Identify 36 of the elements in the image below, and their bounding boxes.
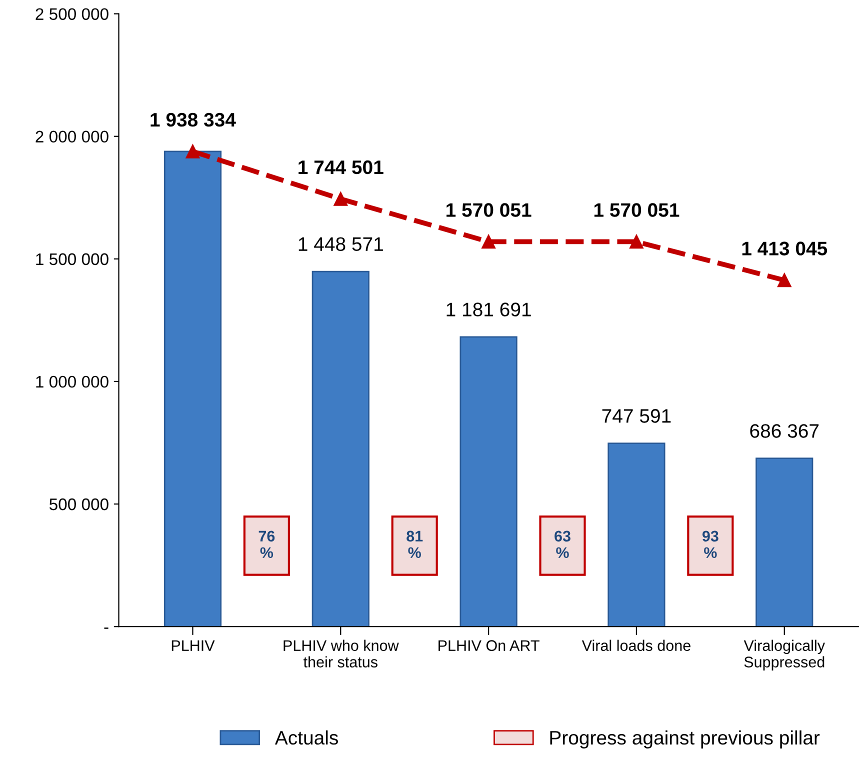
data-label: 1 570 051 — [446, 203, 532, 217]
bar — [164, 150, 222, 627]
legend-label: Actuals — [274, 730, 338, 745]
annotation: 76 % — [258, 530, 275, 558]
y-tick-label: 2 000 000 — [36, 130, 108, 143]
data-label: 1 744 501 — [298, 160, 384, 174]
point — [630, 234, 644, 249]
x-tick-label: Viralogically Suppressed — [744, 640, 825, 670]
text: Progress against previous pillar — [550, 730, 820, 748]
y-tick-label: 2 500 000 — [36, 8, 108, 20]
bar — [460, 336, 518, 627]
annotation: 63 % — [554, 530, 570, 558]
data-label: 1 413 045 — [742, 242, 828, 256]
y-tick-label: 1 500 000 — [36, 253, 108, 266]
data-label: 686 367 — [750, 424, 819, 438]
x-tick-label: PLHIV who know their status — [284, 640, 399, 668]
bar — [608, 442, 666, 627]
x-tick-label: PLHIV On ART — [438, 640, 540, 652]
bar — [756, 458, 814, 627]
data-label: 1 448 571 — [298, 237, 383, 252]
y-tick-label: 1 000 000 — [36, 376, 108, 388]
point — [777, 273, 792, 288]
point — [334, 192, 348, 206]
data-label: 1 570 051 — [594, 203, 680, 217]
point — [186, 144, 200, 158]
y-tick-label: - — [104, 628, 108, 629]
y-tick-label: 500 000 — [49, 498, 108, 510]
annotation: 81 % — [406, 530, 423, 558]
x-tick-label: Viral loads done — [582, 640, 690, 652]
data-label: 1 181 691 — [446, 302, 531, 316]
annotation: 93 % — [702, 530, 718, 558]
data-label: 1 938 334 — [150, 112, 236, 127]
data-label: 747 591 — [602, 409, 671, 423]
bar — [312, 270, 370, 627]
x-tick-label: PLHIV — [172, 640, 215, 651]
point — [482, 234, 496, 249]
